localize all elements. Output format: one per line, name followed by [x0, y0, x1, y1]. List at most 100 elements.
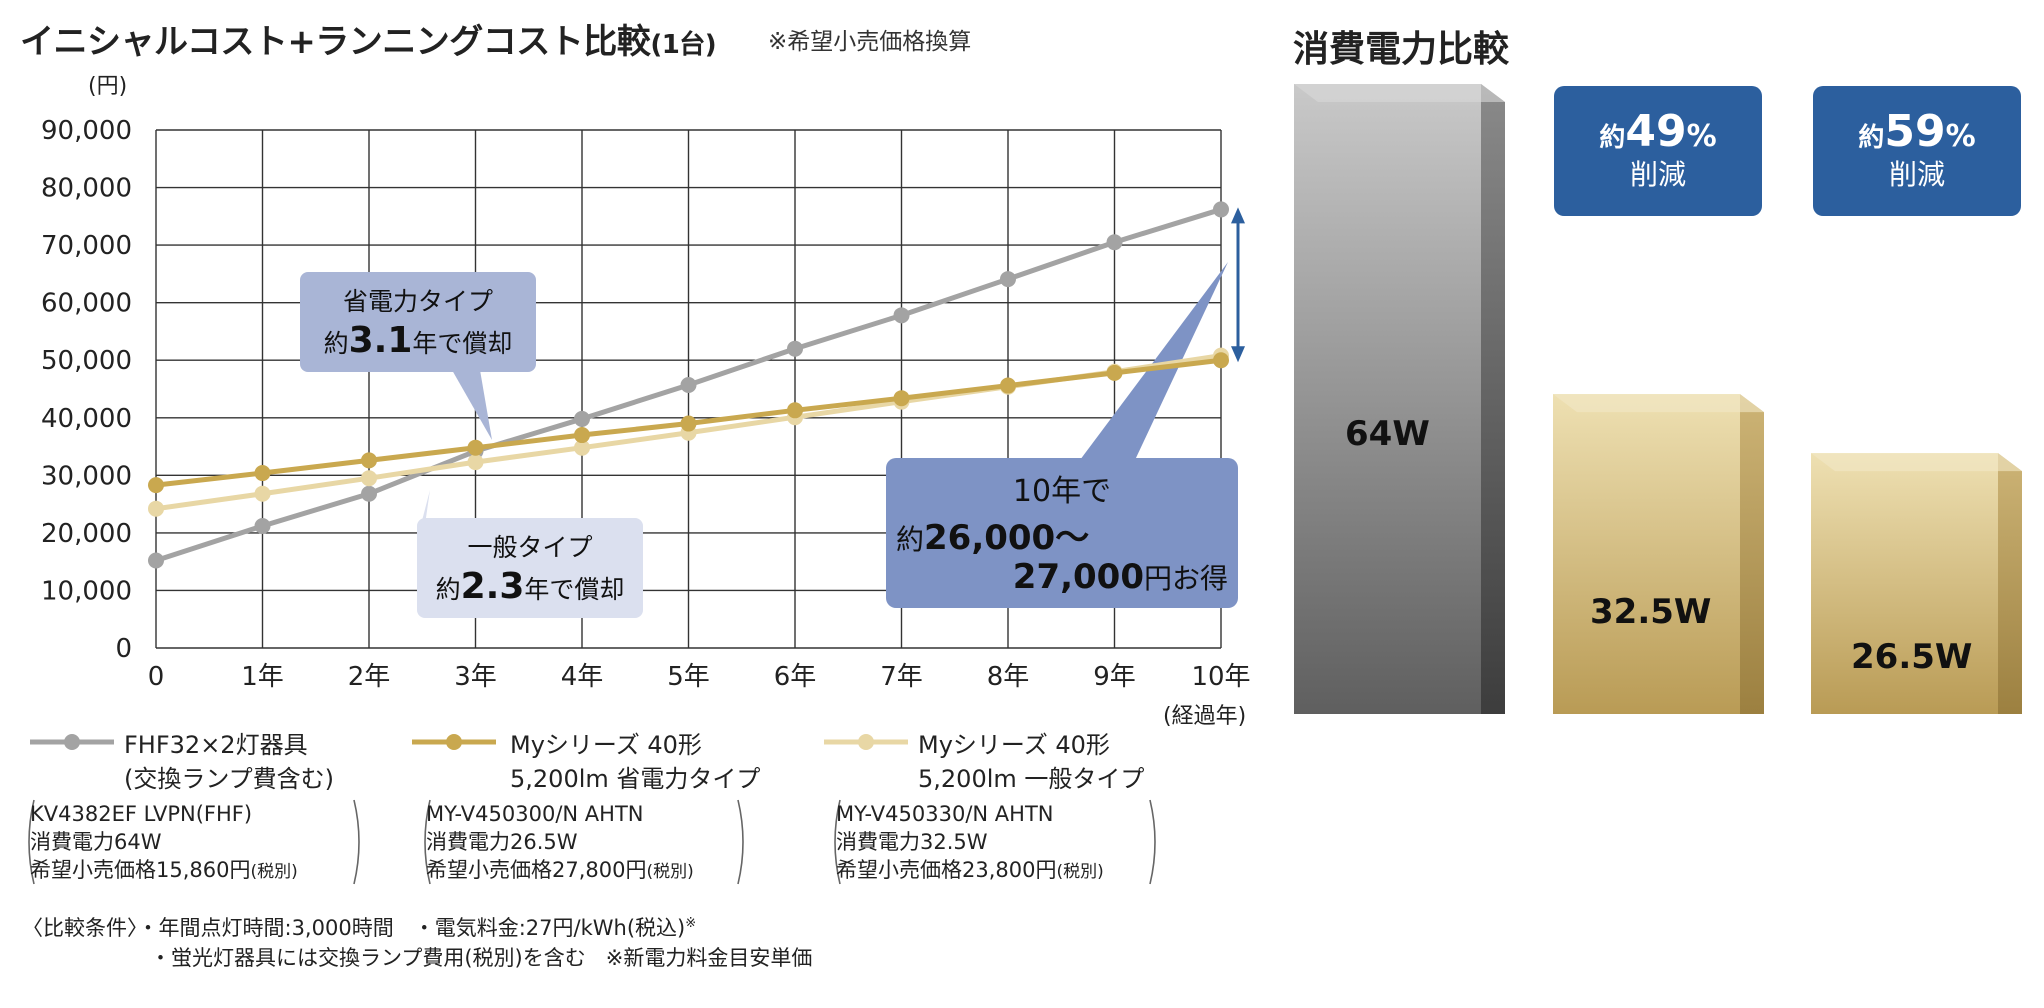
spec-fhf: KV4382EF LVPN(FHF) 消費電力64W 希望小売価格15,860円…: [30, 800, 298, 886]
callout-save-post: 年で償却: [412, 329, 513, 358]
series-point: [680, 376, 697, 393]
series-point: [467, 439, 484, 456]
series-point: [361, 485, 377, 502]
legend-item-fhf: FHF32×2灯器具 (交換ランプ費含む): [124, 728, 334, 796]
legend-fhf-line1: FHF32×2灯器具: [124, 731, 308, 759]
callout-general-line1: 一般タイプ: [467, 533, 593, 562]
bar-front: [1811, 453, 1998, 714]
legend-item-save: Myシリーズ 40形 5,200lm 省電力タイプ: [510, 728, 760, 796]
x-tick-label: 1年: [241, 662, 284, 692]
callout-general-type: 一般タイプ 約2.3年で償却: [417, 518, 643, 618]
series-point: [1000, 271, 1016, 288]
series-point: [893, 307, 910, 324]
difference-arrow: [1231, 207, 1245, 363]
callout-save-line1: 省電力タイプ: [342, 287, 493, 316]
bar-side: [1481, 84, 1505, 714]
spec-bracket-left: [28, 799, 35, 885]
x-tick-label: 6年: [774, 662, 817, 692]
spec-bracket-right: [1149, 799, 1156, 885]
badge-59-num: 59: [1884, 106, 1946, 157]
legend-save-line1: Myシリーズ 40形: [510, 731, 702, 759]
series-point: [361, 470, 377, 487]
reduction-badge-59: 約59% 削減: [1813, 86, 2021, 216]
legend-general-line2: 5,200lm 一般タイプ: [918, 765, 1145, 793]
series-point: [680, 415, 697, 432]
badge-49-pre: 約: [1599, 123, 1626, 153]
legend-marker: [64, 734, 80, 750]
bar-front: [1294, 84, 1481, 714]
callout-ten-num2: 27,000: [1012, 557, 1144, 597]
badge-49-pct: %: [1686, 119, 1717, 154]
series-point: [893, 390, 910, 407]
conditions-line1: 〈比較条件〉・年間点灯時間:3,000時間 ・電気料金:27円/kWh(税込)※: [22, 912, 696, 942]
x-tick-label: 5年: [667, 662, 710, 692]
callout-general-pre: 約: [435, 575, 461, 604]
power-chart-title: 消費電力比較: [1293, 29, 1510, 70]
spec-bracket-left: [834, 799, 841, 885]
spec-fhf-power: 消費電力64W: [30, 830, 162, 854]
spec-bracket-right: [737, 799, 744, 885]
arrow-head-bottom: [1231, 346, 1245, 363]
conditions-note: ※新電力料金目安単価: [605, 946, 813, 970]
series-point: [574, 427, 590, 444]
conditions-rate: ・電気料金:27円/kWh(税込): [413, 916, 686, 940]
spec-general-power: 消費電力32.5W: [836, 830, 988, 854]
conditions-line2: ・蛍光灯器具には交換ランプ費用(税別)を含む ※新電力料金目安単価: [150, 942, 812, 972]
series-point: [467, 454, 484, 471]
callout-ten-year: 10年で 約26,000〜 27,000円お得: [886, 458, 1238, 608]
series-point: [787, 402, 803, 419]
legend-save-line2: 5,200lm 省電力タイプ: [510, 765, 761, 793]
bar-side: [1998, 453, 2022, 714]
y-tick-label: 80,000: [41, 174, 132, 204]
spec-general-price: 希望小売価格23,800円: [836, 858, 1057, 882]
series-point: [361, 452, 377, 469]
series-point: [1106, 364, 1123, 381]
series-point: [148, 477, 164, 494]
spec-save: MY-V450300/N AHTN 消費電力26.5W 希望小売価格27,800…: [426, 800, 694, 886]
bar-front: [1553, 394, 1740, 714]
x-axis-label: (経過年): [1163, 704, 1247, 729]
x-tick-label: 10年: [1191, 662, 1250, 692]
legend-general-line1: Myシリーズ 40形: [918, 731, 1110, 759]
y-tick-label: 10,000: [41, 576, 132, 606]
x-tick-label: 3年: [454, 662, 497, 692]
y-tick-label: 20,000: [41, 519, 132, 549]
bar-label-64w: 64W: [1345, 414, 1430, 454]
legend-marker: [858, 734, 874, 750]
callout-ten-tail: [1080, 262, 1228, 460]
series-point: [1000, 377, 1016, 394]
x-tick-label: 4年: [561, 662, 604, 692]
spec-save-model: MY-V450300/N AHTN: [426, 802, 644, 826]
callout-save-type: 省電力タイプ 約3.1年で償却: [300, 272, 536, 372]
badge-49-label: 削減: [1629, 158, 1686, 191]
bar-side: [1740, 394, 1764, 714]
y-tick-label: 70,000: [41, 231, 132, 261]
spec-fhf-tax: (税別): [250, 862, 298, 882]
callout-save-tail: [452, 370, 492, 440]
callout-ten-post: 円お得: [1143, 562, 1228, 595]
callout-general-num: 2.3: [460, 566, 525, 607]
spec-bracket-right: [353, 799, 360, 885]
badge-49-num: 49: [1625, 106, 1687, 157]
bar-top: [1553, 394, 1764, 413]
bar-label-32-5w: 32.5W: [1590, 592, 1712, 632]
y-tick-label: 90,000: [41, 116, 132, 146]
spec-fhf-model: KV4382EF LVPN(FHF): [30, 802, 253, 826]
series-point: [254, 517, 271, 534]
spec-general-model: MY-V450330/N AHTN: [836, 802, 1054, 826]
arrow-head-top: [1231, 207, 1245, 224]
spec-general-tax: (税別): [1056, 862, 1104, 882]
series-point: [254, 485, 271, 502]
callout-ten-line1: 10年で: [1012, 474, 1112, 509]
series-point: [574, 439, 590, 456]
bar-top: [1294, 84, 1505, 102]
conditions-hours: ・年間点灯時間:3,000時間: [137, 916, 394, 940]
y-tick-label: 40,000: [41, 404, 132, 434]
y-axis-label: (円): [88, 74, 128, 99]
conditions-label: 〈比較条件〉: [22, 916, 138, 940]
y-tick-label: 50,000: [41, 346, 132, 376]
x-tick-label: 0: [148, 662, 165, 692]
series-lines: [148, 201, 1229, 569]
series-point: [148, 552, 164, 569]
